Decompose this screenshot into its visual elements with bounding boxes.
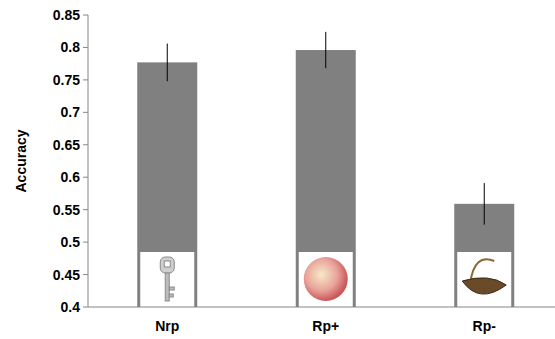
icon-box: [299, 252, 353, 307]
chart-svg: 0.4 0.45 0.5 0.55 0.6 0.65 0.7 0.75 0.8 0.85 Nrp Rp…: [0, 0, 555, 339]
y-tick: [83, 47, 88, 48]
y-tick: [83, 307, 88, 308]
y-tick: [83, 79, 88, 80]
y-tick: [83, 15, 88, 16]
x-tick-label: Rp+: [312, 318, 339, 334]
y-tick-label: 0.85: [53, 7, 80, 23]
bar: [137, 62, 197, 307]
y-tick-label: 0.8: [61, 39, 81, 55]
bar: [296, 50, 356, 307]
y-tick: [83, 274, 88, 275]
y-tick-label: 0.6: [61, 169, 81, 185]
chart-container: 0.4 0.45 0.5 0.55 0.6 0.65 0.7 0.75 0.8 0.85 Nrp Rp…: [0, 0, 555, 339]
icon-peach: [304, 257, 348, 301]
icons: [140, 252, 511, 307]
error-bar: [484, 183, 485, 225]
y-tick-label: 0.75: [53, 72, 80, 88]
y-tick: [83, 177, 88, 178]
icon-box: [140, 252, 194, 307]
y-tick-label: 0.7: [61, 104, 81, 120]
y-axis-label: Accuracy: [13, 129, 29, 192]
y-axis: [88, 15, 89, 307]
y-tick-label: 0.55: [53, 202, 80, 218]
y-tick: [83, 209, 88, 210]
icon-key: [169, 287, 174, 290]
error-bar: [325, 32, 326, 68]
y-tick: [83, 144, 88, 145]
icon-key: [164, 261, 170, 267]
x-tick-label: Rp-: [473, 318, 497, 334]
x-tick-label: Nrp: [155, 318, 179, 334]
y-tick-label: 0.5: [61, 234, 81, 250]
y-tick: [83, 242, 88, 243]
icon-key: [160, 257, 174, 273]
y-tick-label: 0.45: [53, 267, 80, 283]
x-axis: [88, 307, 555, 308]
icon-key: [169, 294, 173, 297]
bars: [137, 50, 514, 307]
y-tick-label: 0.65: [53, 137, 80, 153]
icon-basket: [462, 278, 506, 294]
error-bar: [167, 44, 168, 82]
y-tick: [83, 112, 88, 113]
icon-key: [165, 273, 169, 301]
icon-box: [457, 252, 511, 307]
y-tick-label: 0.4: [61, 299, 81, 315]
